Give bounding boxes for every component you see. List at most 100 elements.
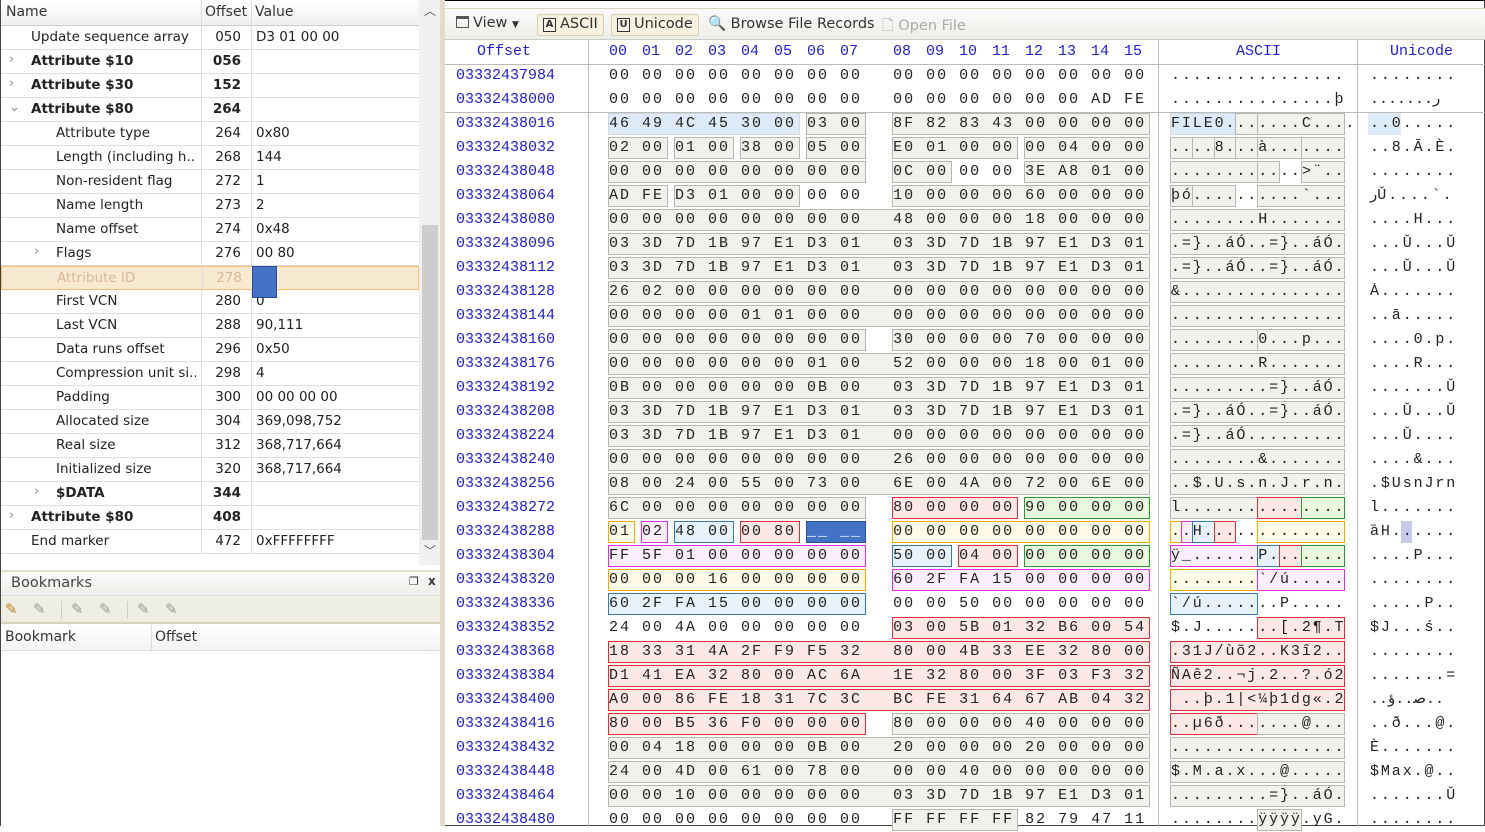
- hex-bytes-row[interactable]: 00 00 00 00 00 00 00 00 00 00 00 00 00 0…: [609, 91, 1147, 108]
- unicode-row[interactable]: Ȧ.......: [1370, 283, 1458, 300]
- hex-bytes-row[interactable]: 18 33 31 4A 2F F9 F5 32 80 00 4B 33 EE 3…: [609, 643, 1147, 660]
- unicode-row[interactable]: ﺭǓ....`.: [1370, 187, 1454, 204]
- hex-bytes-row[interactable]: 03 3D 7D 1B 97 E1 D3 01 03 3D 7D 1B 97 E…: [609, 259, 1147, 276]
- hex-bytes-row[interactable]: 03 3D 7D 1B 97 E1 D3 01 03 3D 7D 1B 97 E…: [609, 403, 1147, 420]
- unicode-row[interactable]: ........: [1370, 163, 1458, 180]
- unicode-row[interactable]: ....&...: [1370, 451, 1458, 468]
- hex-bytes-row[interactable]: 00 00 00 00 00 00 00 00 30 00 00 00 70 0…: [609, 331, 1147, 348]
- unicode-row[interactable]: ....P...: [1370, 547, 1458, 564]
- clear-bookmarks-icon[interactable]: ✎: [165, 600, 178, 618]
- unicode-row[interactable]: .......ﺭ: [1370, 91, 1441, 108]
- ascii-row[interactable]: ........ÿÿÿÿ.yG.: [1171, 811, 1346, 828]
- tree-row[interactable]: Length (including h... 268 144: [1, 146, 419, 170]
- tree-row[interactable]: › $DATA 344: [1, 482, 419, 506]
- unicode-row[interactable]: $Max.@..: [1370, 763, 1458, 780]
- ascii-row[interactable]: ........0...p...: [1171, 331, 1346, 348]
- hex-bytes-row[interactable]: 00 00 10 00 00 00 00 00 03 3D 7D 1B 97 E…: [609, 787, 1147, 804]
- ascii-row[interactable]: .31J/ùõ2..K3î2..: [1171, 643, 1346, 660]
- column-header-name[interactable]: Name: [6, 4, 48, 20]
- column-divider[interactable]: [201, 0, 202, 26]
- unicode-row[interactable]: ..0.....: [1370, 115, 1458, 132]
- edit-bookmark-icon[interactable]: ✎: [33, 600, 46, 618]
- hex-bytes-row[interactable]: 00 00 00 00 00 00 00 00 0C 00 00 00 3E A…: [609, 163, 1147, 180]
- hex-bytes-row[interactable]: 24 00 4A 00 00 00 00 00 03 00 5B 01 32 B…: [609, 619, 1147, 636]
- unicode-row[interactable]: ........: [1370, 67, 1458, 84]
- unicode-row[interactable]: ........: [1370, 811, 1458, 828]
- column-divider[interactable]: [151, 625, 152, 651]
- ascii-row[interactable]: ....8...à.......: [1171, 139, 1346, 156]
- tree-row[interactable]: Initialized size 320 368,717,664: [1, 458, 419, 482]
- ascii-row[interactable]: FILE0.......C....: [1171, 115, 1357, 132]
- hex-bytes-row[interactable]: 01 02 48 00 00 80 __ __ 00 00 00 00 00 0…: [609, 523, 1147, 540]
- tree-row[interactable]: Non-resident flag 272 1: [1, 170, 419, 194]
- column-header-offset[interactable]: Offset: [205, 4, 248, 20]
- hex-selection-cursor[interactable]: [806, 521, 866, 543]
- ascii-row[interactable]: ........R.......: [1171, 355, 1346, 372]
- hex-bytes-row[interactable]: 26 02 00 00 00 00 00 00 00 00 00 00 00 0…: [609, 283, 1147, 300]
- prev-bookmark-icon[interactable]: ✎: [71, 600, 84, 618]
- ascii-row[interactable]: ................: [1171, 67, 1346, 84]
- ascii-row[interactable]: ÿ_......P.......: [1171, 547, 1346, 564]
- scrollbar-thumb[interactable]: [422, 225, 438, 540]
- tree-row[interactable]: Padding 300 00 00 00 00: [1, 386, 419, 410]
- column-header-bookmark-offset[interactable]: Offset: [155, 629, 198, 645]
- hex-bytes-row[interactable]: 00 00 00 00 00 00 01 00 52 00 00 00 18 0…: [609, 355, 1147, 372]
- float-window-icon[interactable]: ❐: [409, 575, 419, 588]
- ascii-row[interactable]: .=}..áÓ..=}..áÓ.: [1171, 403, 1346, 420]
- ascii-row[interactable]: .=}..áÓ..=}..áÓ.: [1171, 235, 1346, 252]
- ascii-row[interactable]: `/ú.......P.....: [1171, 595, 1346, 612]
- chevron-right-icon[interactable]: ›: [34, 244, 40, 259]
- browse-file-records-button[interactable]: 🔍 Browse File Records: [703, 14, 880, 36]
- ascii-row[interactable]: $.M.a.x...@.....: [1171, 763, 1346, 780]
- scroll-up-icon[interactable]: ︿: [424, 4, 437, 18]
- unicode-row[interactable]: ...Ǔ...Ǔ: [1370, 403, 1458, 420]
- unicode-row[interactable]: ....R...: [1370, 355, 1458, 372]
- unicode-row[interactable]: ....H...: [1370, 211, 1458, 228]
- unicode-row[interactable]: ..ﺻ..ؤ..: [1370, 691, 1445, 708]
- unicode-row[interactable]: .......Ǔ: [1370, 787, 1458, 804]
- hex-bytes-row[interactable]: 03 3D 7D 1B 97 E1 D3 01 00 00 00 00 00 0…: [609, 427, 1147, 444]
- unicode-row[interactable]: ....0.p.: [1370, 331, 1458, 348]
- unicode-row[interactable]: È.......: [1370, 739, 1458, 756]
- hex-bytes-row[interactable]: 08 00 24 00 55 00 73 00 6E 00 4A 00 72 0…: [609, 475, 1147, 492]
- hex-bytes-row[interactable]: 0B 00 00 00 00 00 0B 00 03 3D 7D 1B 97 E…: [609, 379, 1147, 396]
- tree-row[interactable]: First VCN 280 0: [1, 290, 419, 314]
- ascii-row[interactable]: ................: [1171, 739, 1346, 756]
- unicode-toggle-button[interactable]: U Unicode: [611, 14, 699, 36]
- ascii-row[interactable]: .=}..áÓ..=}..áÓ.: [1171, 259, 1346, 276]
- ascii-row[interactable]: ..H.............: [1171, 523, 1346, 540]
- tree-row[interactable]: Update sequence array 050 D3 01 00 00: [1, 26, 419, 50]
- ascii-row[interactable]: ................: [1171, 307, 1346, 324]
- unicode-row[interactable]: ..ā.....: [1370, 307, 1458, 324]
- chevron-right-icon[interactable]: ›: [34, 484, 40, 499]
- tree-row[interactable]: Name length 273 2: [1, 194, 419, 218]
- scroll-down-icon[interactable]: ﹀: [424, 544, 437, 558]
- ascii-row[interactable]: .........=}..áÓ.: [1171, 787, 1346, 804]
- ascii-row[interactable]: ........`/ú.....: [1171, 571, 1346, 588]
- unicode-row[interactable]: ..8.Ā.È.: [1370, 139, 1458, 156]
- tree-row[interactable]: Real size 312 368,717,664: [1, 434, 419, 458]
- ascii-row[interactable]: ............>¨..: [1171, 163, 1346, 180]
- next-bookmark-icon[interactable]: ✎: [99, 600, 112, 618]
- ascii-row[interactable]: .........=}..áÓ.: [1171, 379, 1346, 396]
- tree-row[interactable]: End marker 472 0xFFFFFFFF: [1, 530, 419, 554]
- hex-bytes-row[interactable]: 00 04 18 00 00 00 0B 00 20 00 00 00 20 0…: [609, 739, 1147, 756]
- ascii-row[interactable]: ........&.......: [1171, 451, 1346, 468]
- hex-bytes-row[interactable]: 00 00 00 00 00 00 00 00 00 00 00 00 00 0…: [609, 67, 1147, 84]
- tree-row[interactable]: › Flags 276 00 80: [1, 242, 419, 266]
- unicode-row[interactable]: ȁH......: [1370, 523, 1458, 540]
- hex-bytes-row[interactable]: FF 5F 01 00 00 00 00 00 50 00 04 00 00 0…: [609, 547, 1147, 564]
- chevron-down-icon[interactable]: ⌄: [9, 100, 20, 115]
- ascii-row[interactable]: $.J.......[.2¶.T: [1171, 619, 1346, 636]
- ascii-row[interactable]: l...............: [1171, 499, 1346, 516]
- ascii-toggle-button[interactable]: A ASCII: [537, 14, 604, 36]
- tree-row[interactable]: Data runs offset 296 0x50: [1, 338, 419, 362]
- chevron-right-icon[interactable]: ›: [9, 76, 15, 91]
- hex-bytes-row[interactable]: 00 00 00 00 00 00 00 00 FF FF FF FF 82 7…: [609, 811, 1147, 828]
- hex-bytes-row[interactable]: 00 00 00 00 00 00 00 00 48 00 00 00 18 0…: [609, 211, 1147, 228]
- hex-bytes-row[interactable]: 46 49 4C 45 30 00 03 00 8F 82 83 43 00 0…: [609, 115, 1147, 132]
- panel-splitter[interactable]: [440, 0, 445, 826]
- unicode-row[interactable]: ...Ǔ...Ǔ: [1370, 235, 1458, 252]
- delete-bookmark-icon[interactable]: ✎: [137, 600, 150, 618]
- unicode-row[interactable]: .......=: [1370, 667, 1458, 684]
